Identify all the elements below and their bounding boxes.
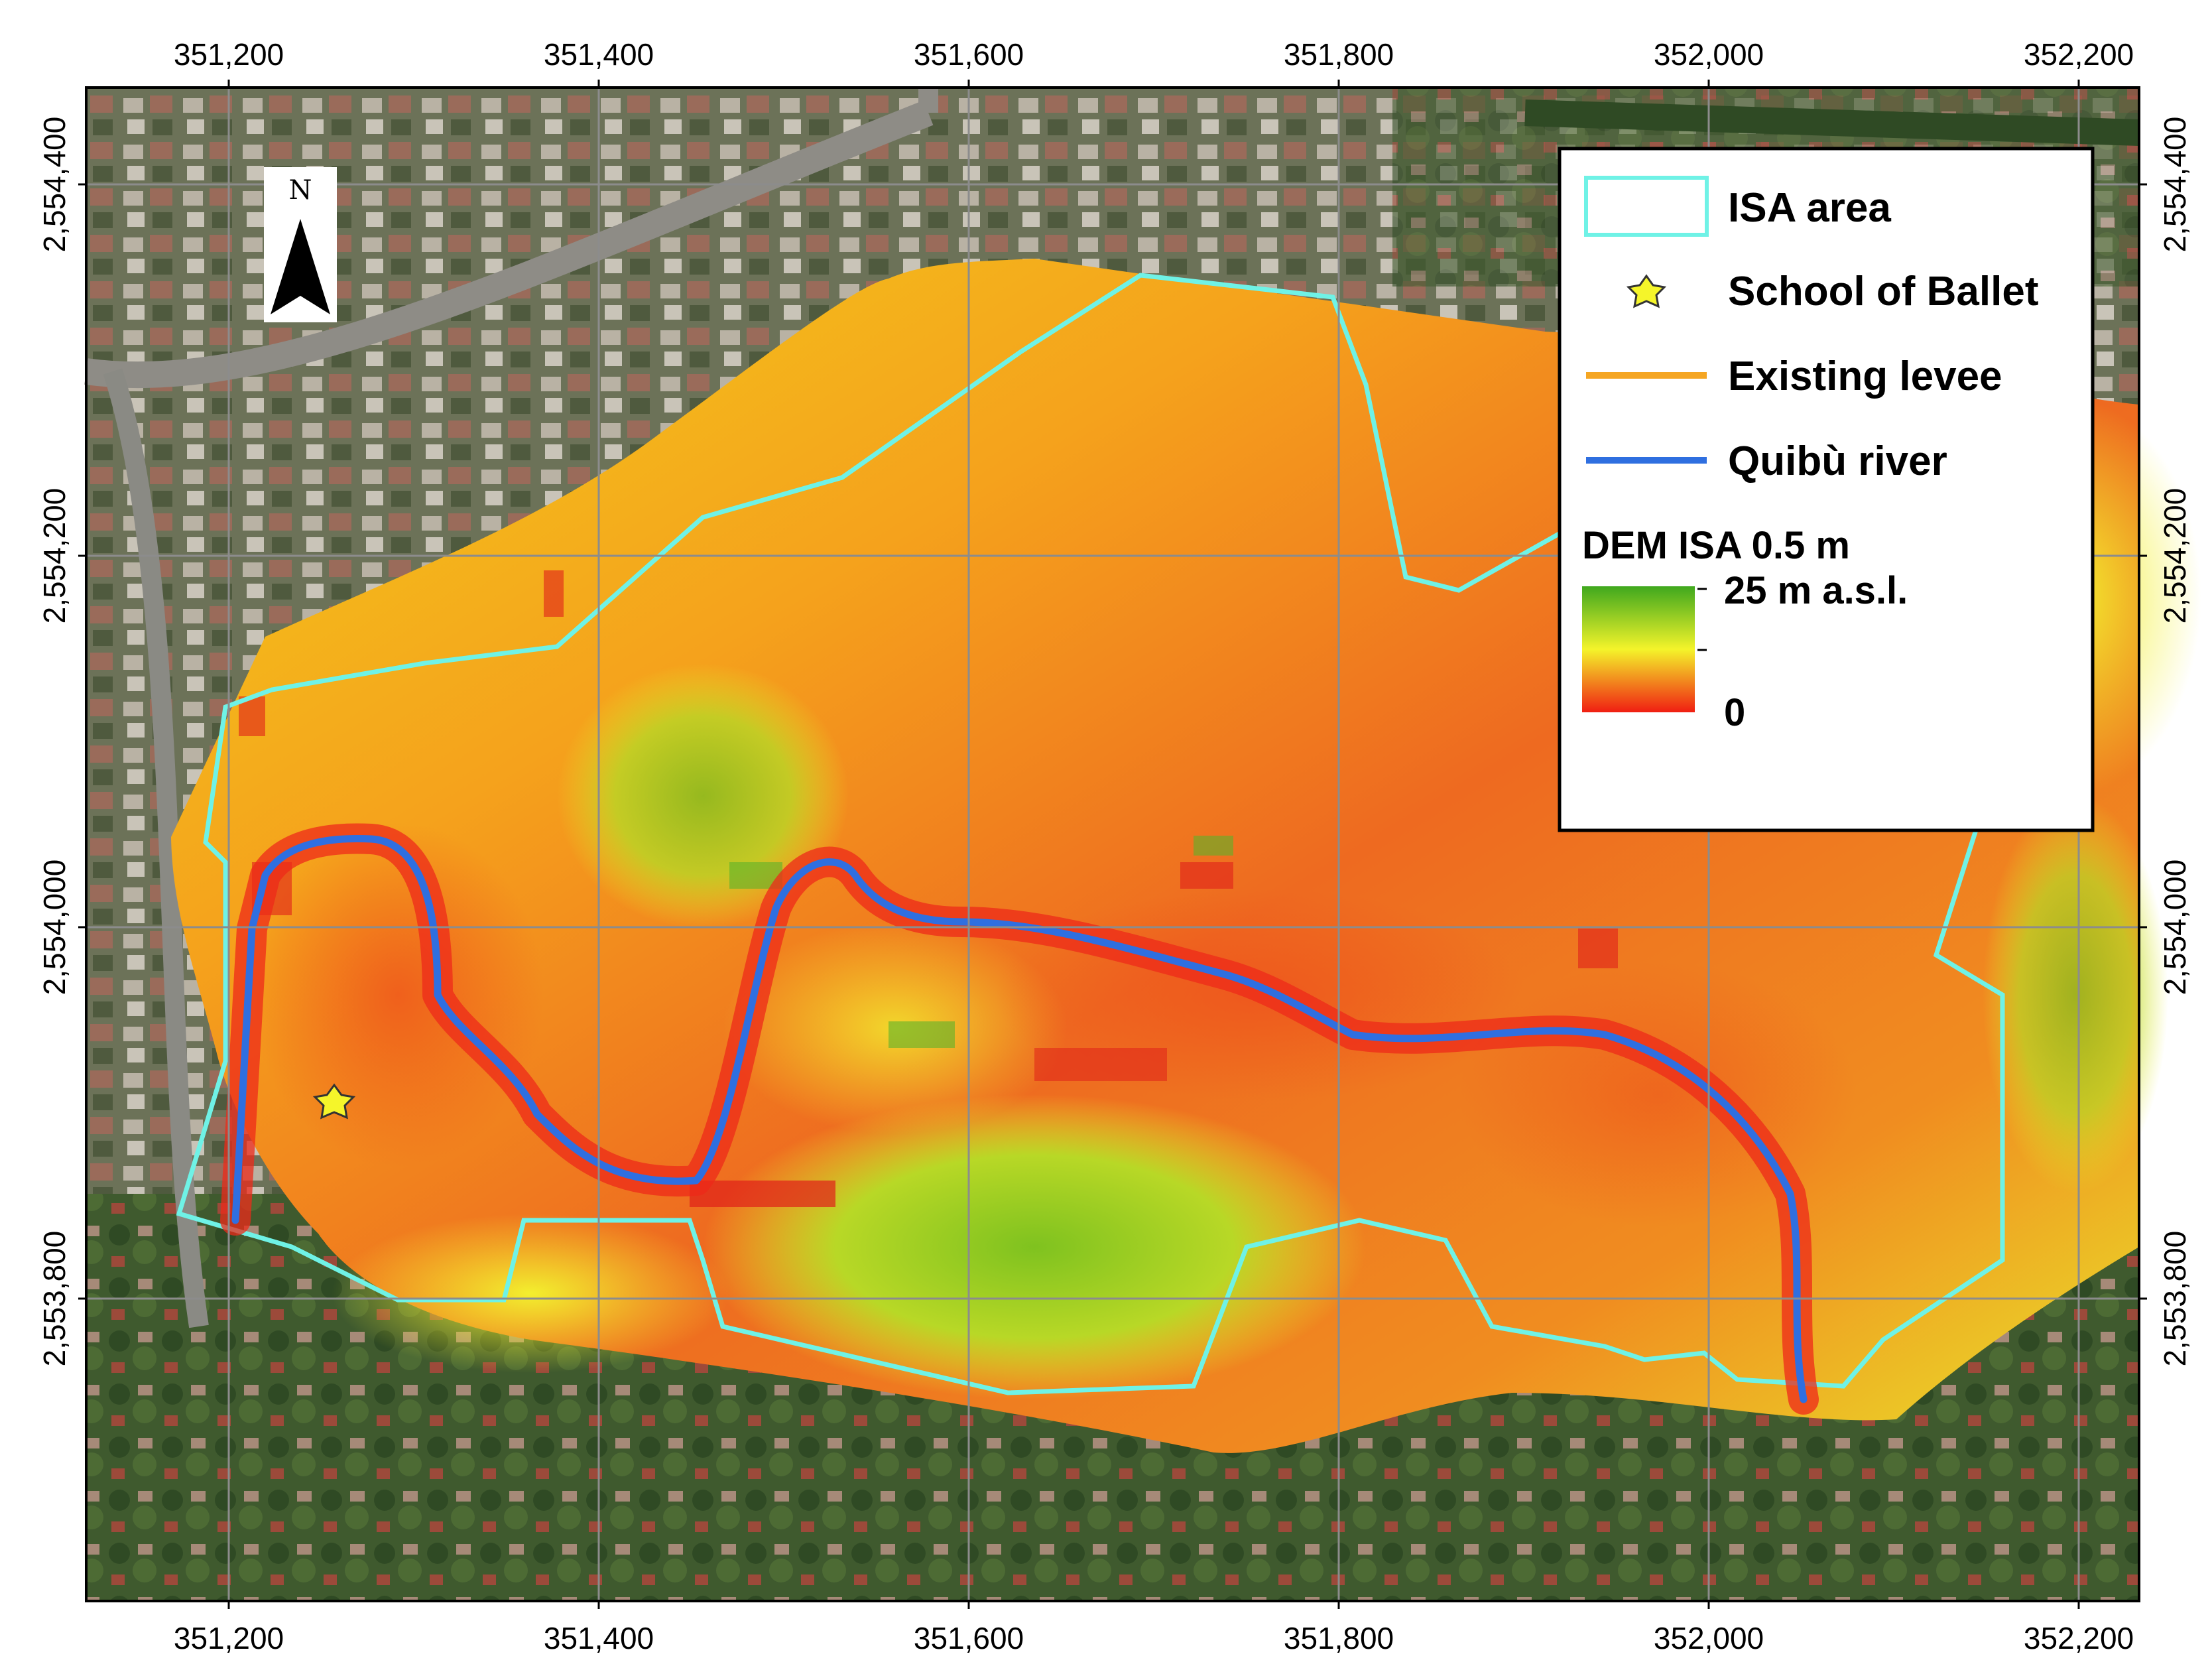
x-tick-bottom-6: 352,200	[2024, 1621, 2134, 1655]
y-tick-right-4: 2,553,800	[2158, 1231, 2192, 1367]
legend-river-label: Quibù river	[1728, 438, 1947, 484]
frame-ticks	[78, 80, 2147, 1609]
quibu-river-line	[231, 834, 1808, 1403]
legend-dem-min: 0	[1724, 691, 1745, 734]
school-of-ballet-star-icon	[312, 1083, 356, 1120]
north-arrow-label: N	[289, 175, 312, 206]
north-arrow-icon	[271, 219, 330, 314]
x-tick-bottom-2: 351,400	[544, 1621, 654, 1655]
north-arrow: N	[264, 167, 337, 322]
x-tick-top-6: 352,200	[2024, 37, 2134, 72]
legend: ISA area School of Ballet Existing levee…	[1558, 147, 2095, 832]
legend-levee-label: Existing levee	[1728, 353, 2002, 399]
isa-area-outline	[176, 273, 2005, 1395]
legend-dem-title: DEM ISA 0.5 m	[1582, 524, 1850, 567]
x-tick-top-4: 351,800	[1284, 37, 1394, 72]
x-tick-top-2: 351,400	[544, 37, 654, 72]
x-tick-top-1: 351,200	[174, 37, 284, 72]
x-tick-bottom-5: 352,000	[1654, 1621, 1764, 1655]
y-tick-left-1: 2,554,400	[37, 117, 72, 253]
x-tick-top-3: 351,600	[914, 37, 1024, 72]
x-tick-bottom-1: 351,200	[174, 1621, 284, 1655]
y-tick-left-4: 2,553,800	[37, 1231, 72, 1367]
dem-speckles	[239, 570, 1618, 1207]
x-tick-top-5: 352,000	[1654, 37, 1764, 72]
y-tick-right-2: 2,554,200	[2158, 488, 2192, 624]
y-tick-left-2: 2,554,200	[37, 488, 72, 624]
legend-dem-max: 25 m a.s.l.	[1724, 569, 1908, 612]
map-frame	[85, 86, 2140, 1602]
legend-school-star-icon	[1626, 274, 1667, 308]
y-tick-right-3: 2,554,000	[2158, 860, 2192, 996]
y-tick-left-3: 2,554,000	[37, 860, 72, 996]
y-tick-right-1: 2,554,400	[2158, 117, 2192, 253]
legend-school-label: School of Ballet	[1728, 269, 2038, 314]
legend-dem-ramp	[1582, 586, 1695, 712]
x-tick-bottom-4: 351,800	[1284, 1621, 1394, 1655]
legend-isa-swatch	[1584, 176, 1709, 237]
x-tick-bottom-3: 351,600	[914, 1621, 1024, 1655]
legend-isa-label: ISA area	[1728, 185, 1891, 231]
